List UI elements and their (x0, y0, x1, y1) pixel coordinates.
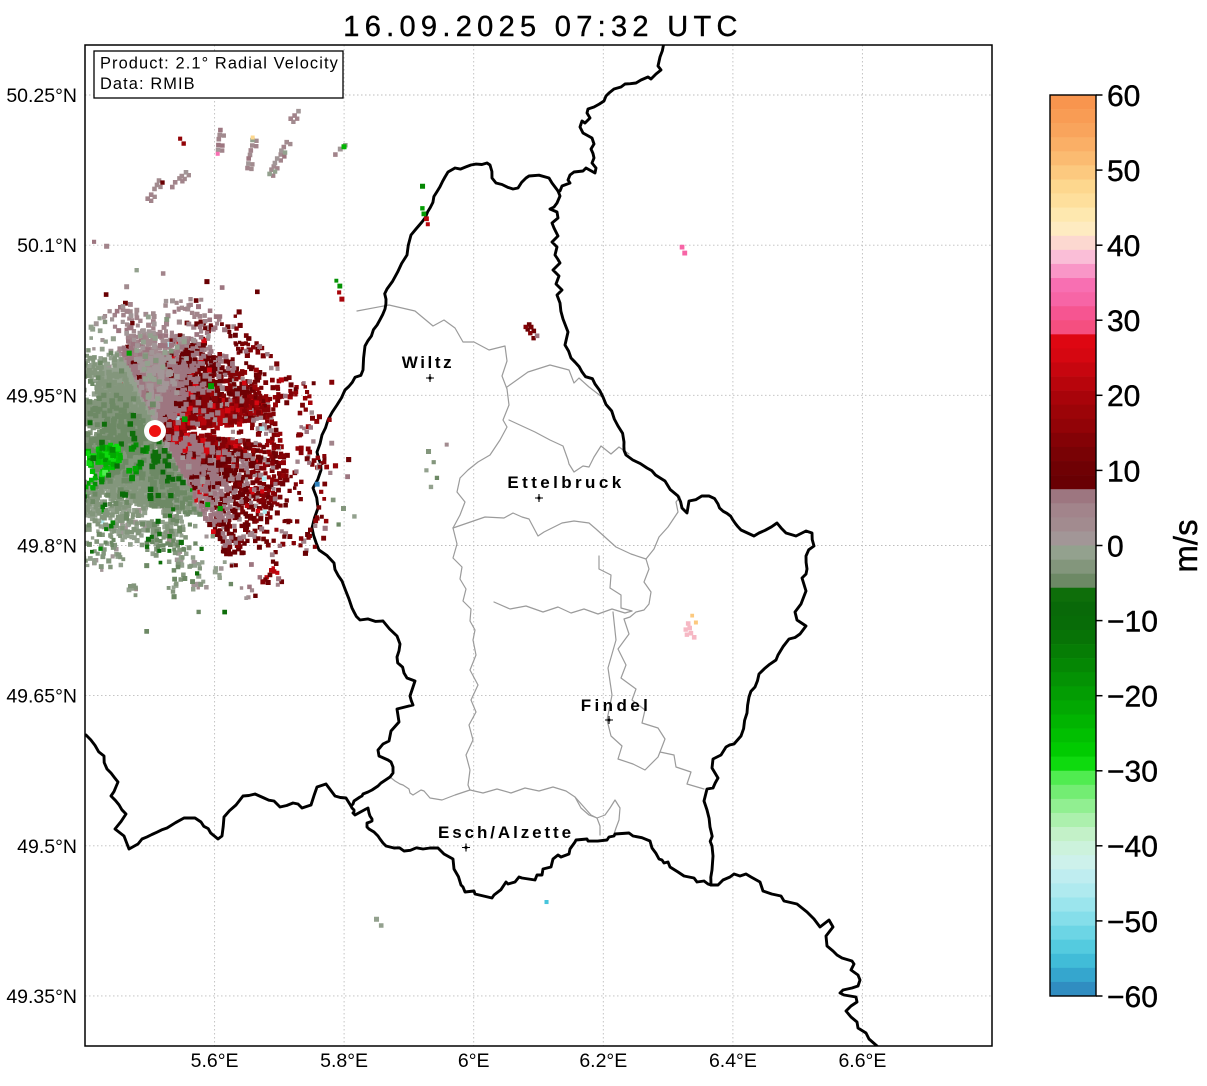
svg-text:5.8°E: 5.8°E (320, 1050, 368, 1072)
svg-text:Esch/Alzette: Esch/Alzette (438, 823, 574, 842)
svg-text:6.6°E: 6.6°E (838, 1050, 886, 1072)
svg-text:Findel: Findel (581, 696, 651, 715)
svg-text:Ettelbruck: Ettelbruck (507, 473, 624, 492)
svg-text:−20: −20 (1107, 681, 1158, 714)
svg-text:20: 20 (1107, 380, 1140, 413)
svg-text:6.4°E: 6.4°E (709, 1050, 757, 1072)
svg-text:Data: RMIB: Data: RMIB (100, 75, 196, 93)
svg-text:−50: −50 (1107, 906, 1158, 939)
svg-text:m/s: m/s (1167, 519, 1204, 572)
svg-text:16.09.2025 07:32 UTC: 16.09.2025 07:32 UTC (343, 11, 742, 43)
svg-text:−10: −10 (1107, 606, 1158, 639)
svg-text:49.35°N: 49.35°N (6, 986, 77, 1008)
svg-text:49.5°N: 49.5°N (17, 836, 77, 858)
svg-text:30: 30 (1107, 305, 1140, 338)
svg-text:5.6°E: 5.6°E (191, 1050, 239, 1072)
svg-text:49.8°N: 49.8°N (17, 536, 77, 558)
svg-text:Wiltz: Wiltz (402, 353, 455, 372)
svg-text:50: 50 (1107, 155, 1140, 188)
svg-text:49.95°N: 49.95°N (6, 385, 77, 407)
svg-text:6.2°E: 6.2°E (579, 1050, 627, 1072)
svg-text:−30: −30 (1107, 756, 1158, 789)
svg-text:50.25°N: 50.25°N (6, 85, 77, 107)
svg-text:50.1°N: 50.1°N (17, 235, 77, 257)
svg-text:40: 40 (1107, 230, 1140, 263)
svg-text:Product: 2.1° Radial Velocity: Product: 2.1° Radial Velocity (100, 55, 339, 73)
svg-text:49.65°N: 49.65°N (6, 686, 77, 708)
svg-text:−60: −60 (1107, 981, 1158, 1014)
svg-text:60: 60 (1107, 80, 1140, 113)
svg-text:0: 0 (1107, 530, 1124, 563)
svg-text:10: 10 (1107, 455, 1140, 488)
svg-text:−40: −40 (1107, 831, 1158, 864)
svg-text:6°E: 6°E (458, 1050, 490, 1072)
